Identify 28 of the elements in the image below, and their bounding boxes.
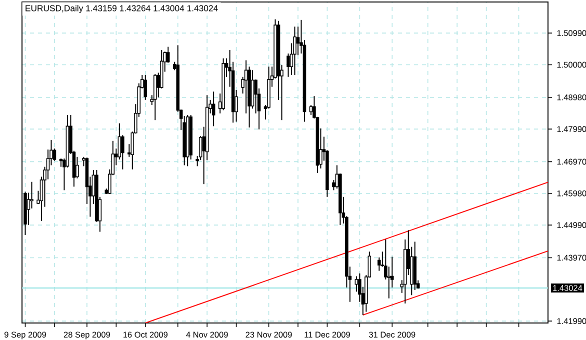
x-tick-label: 23 Nov 2009 — [246, 332, 292, 338]
y-tick-label: 1.41990 — [557, 318, 586, 324]
candlestick — [293, 26, 296, 76]
x-tick-label: 31 Dec 2009 — [369, 332, 416, 338]
x-tick-label: 4 Nov 2009 — [186, 332, 228, 338]
ref-line-label: 1.43024 — [553, 285, 582, 291]
candlestick — [153, 74, 157, 121]
x-tick-label: 11 Dec 2009 — [304, 332, 350, 338]
candlestick — [144, 74, 148, 100]
candlestick — [30, 181, 34, 209]
y-tick-label: 1.46970 — [557, 158, 586, 165]
y-tick-label: 1.43970 — [557, 254, 586, 261]
chart-title: EURUSD,Daily 1.43159 1.43264 1.43004 1.43024 — [26, 4, 218, 14]
y-tick-label: 1.45980 — [557, 190, 586, 196]
y-tick-label: 1.50990 — [557, 30, 586, 36]
y-tick-label: 1.50000 — [557, 62, 586, 68]
x-tick-label: 16 Oct 2009 — [123, 332, 168, 338]
candlestick — [121, 134, 124, 170]
y-tick-label: 1.47990 — [557, 126, 586, 132]
candlestick — [212, 91, 216, 127]
x-tick-label: 28 Sep 2009 — [64, 332, 110, 340]
y-tick-label: 1.44990 — [557, 222, 586, 228]
x-tick-label: 9 Sep 2009 — [4, 332, 46, 340]
candlestick — [286, 53, 290, 78]
candlestick — [166, 46, 170, 64]
y-tick-label: 1.48980 — [557, 94, 586, 100]
candlestick — [354, 276, 358, 292]
candlestick — [244, 60, 248, 114]
